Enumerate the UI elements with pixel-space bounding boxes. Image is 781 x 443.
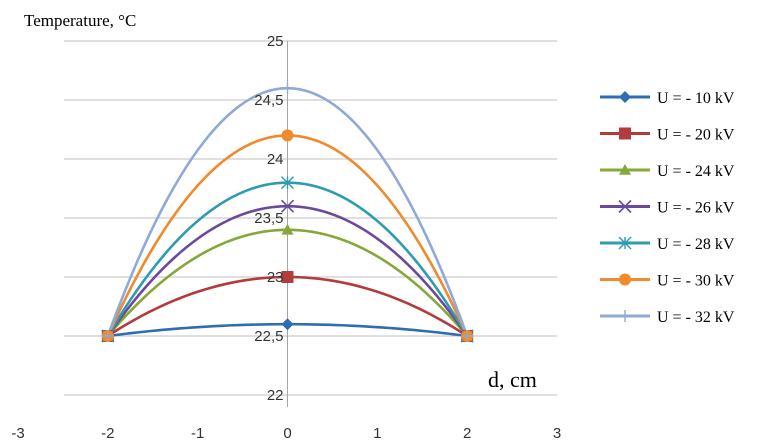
- legend: U = - 10 kV U = - 20 kV U = - 24 kV U = - 2…: [600, 90, 735, 326]
- x-tick-label: -1: [191, 425, 204, 442]
- series-marker: [281, 223, 294, 235]
- x-tick-label: -3: [11, 425, 24, 442]
- y-tick-label: 24,5: [254, 92, 283, 109]
- series-marker: [618, 199, 632, 214]
- series-layer: [101, 82, 474, 343]
- x-axis-label: d, cm: [488, 367, 537, 392]
- series-marker: [101, 330, 114, 342]
- y-tick-label: 23,5: [254, 210, 283, 227]
- legend-label: U = - 24 kV: [657, 163, 735, 180]
- series-marker: [281, 318, 294, 331]
- series-marker: [619, 127, 631, 140]
- grid-lines: [64, 40, 557, 396]
- series-marker: [280, 199, 295, 213]
- legend-label: U = - 30 kV: [657, 273, 735, 290]
- series-marker: [281, 176, 294, 190]
- series-marker: [281, 82, 294, 95]
- y-tick-label: 25: [267, 33, 284, 50]
- x-tick-label: 2: [463, 425, 471, 442]
- x-tick-label: 0: [283, 425, 291, 442]
- series-marker: [281, 271, 294, 283]
- legend-label: U = - 28 kV: [657, 236, 735, 253]
- legend-label: U = - 10 kV: [657, 90, 735, 107]
- legend-label: U = - 32 kV: [657, 309, 735, 326]
- series-marker: [619, 273, 631, 286]
- series-marker: [281, 129, 294, 142]
- series-marker: [461, 330, 474, 342]
- x-tick-label: -2: [101, 425, 114, 442]
- y-tick-label: 22: [267, 387, 284, 404]
- chart-title: Temperature, °C: [24, 11, 136, 30]
- y-tick-label: 24: [267, 151, 284, 168]
- legend-label: U = - 20 kV: [657, 127, 735, 144]
- x-tick-label: 1: [373, 425, 381, 442]
- y-tick-label: 22,5: [254, 328, 283, 345]
- y-tick-label: 23: [267, 269, 284, 286]
- legend-label: U = - 26 kV: [657, 200, 735, 217]
- series-marker: [619, 91, 631, 103]
- x-tick-label: 3: [553, 425, 561, 442]
- series-marker: [619, 164, 631, 175]
- series-marker: [619, 310, 631, 322]
- series-marker: [618, 236, 632, 250]
